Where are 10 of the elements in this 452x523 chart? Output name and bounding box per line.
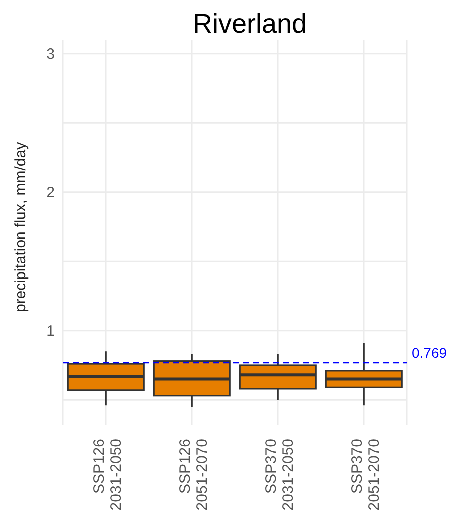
x-tick-label: SSP370 2051-2070 [349,439,383,511]
x-tick-label: SSP126 2031-2050 [91,439,125,511]
y-tick-label: 3 [46,46,55,64]
x-tick-label: SSP126 2051-2070 [177,439,211,511]
y-tick-label: 1 [46,323,55,340]
y-axis-title: precipitation flux, mm/day [12,142,30,312]
x-tick-label: SSP370 2031-2050 [263,439,297,511]
chart-title: Riverland [192,8,308,40]
ref-line-label: 0.769 [412,344,448,361]
y-tick-label: 2 [46,184,55,202]
